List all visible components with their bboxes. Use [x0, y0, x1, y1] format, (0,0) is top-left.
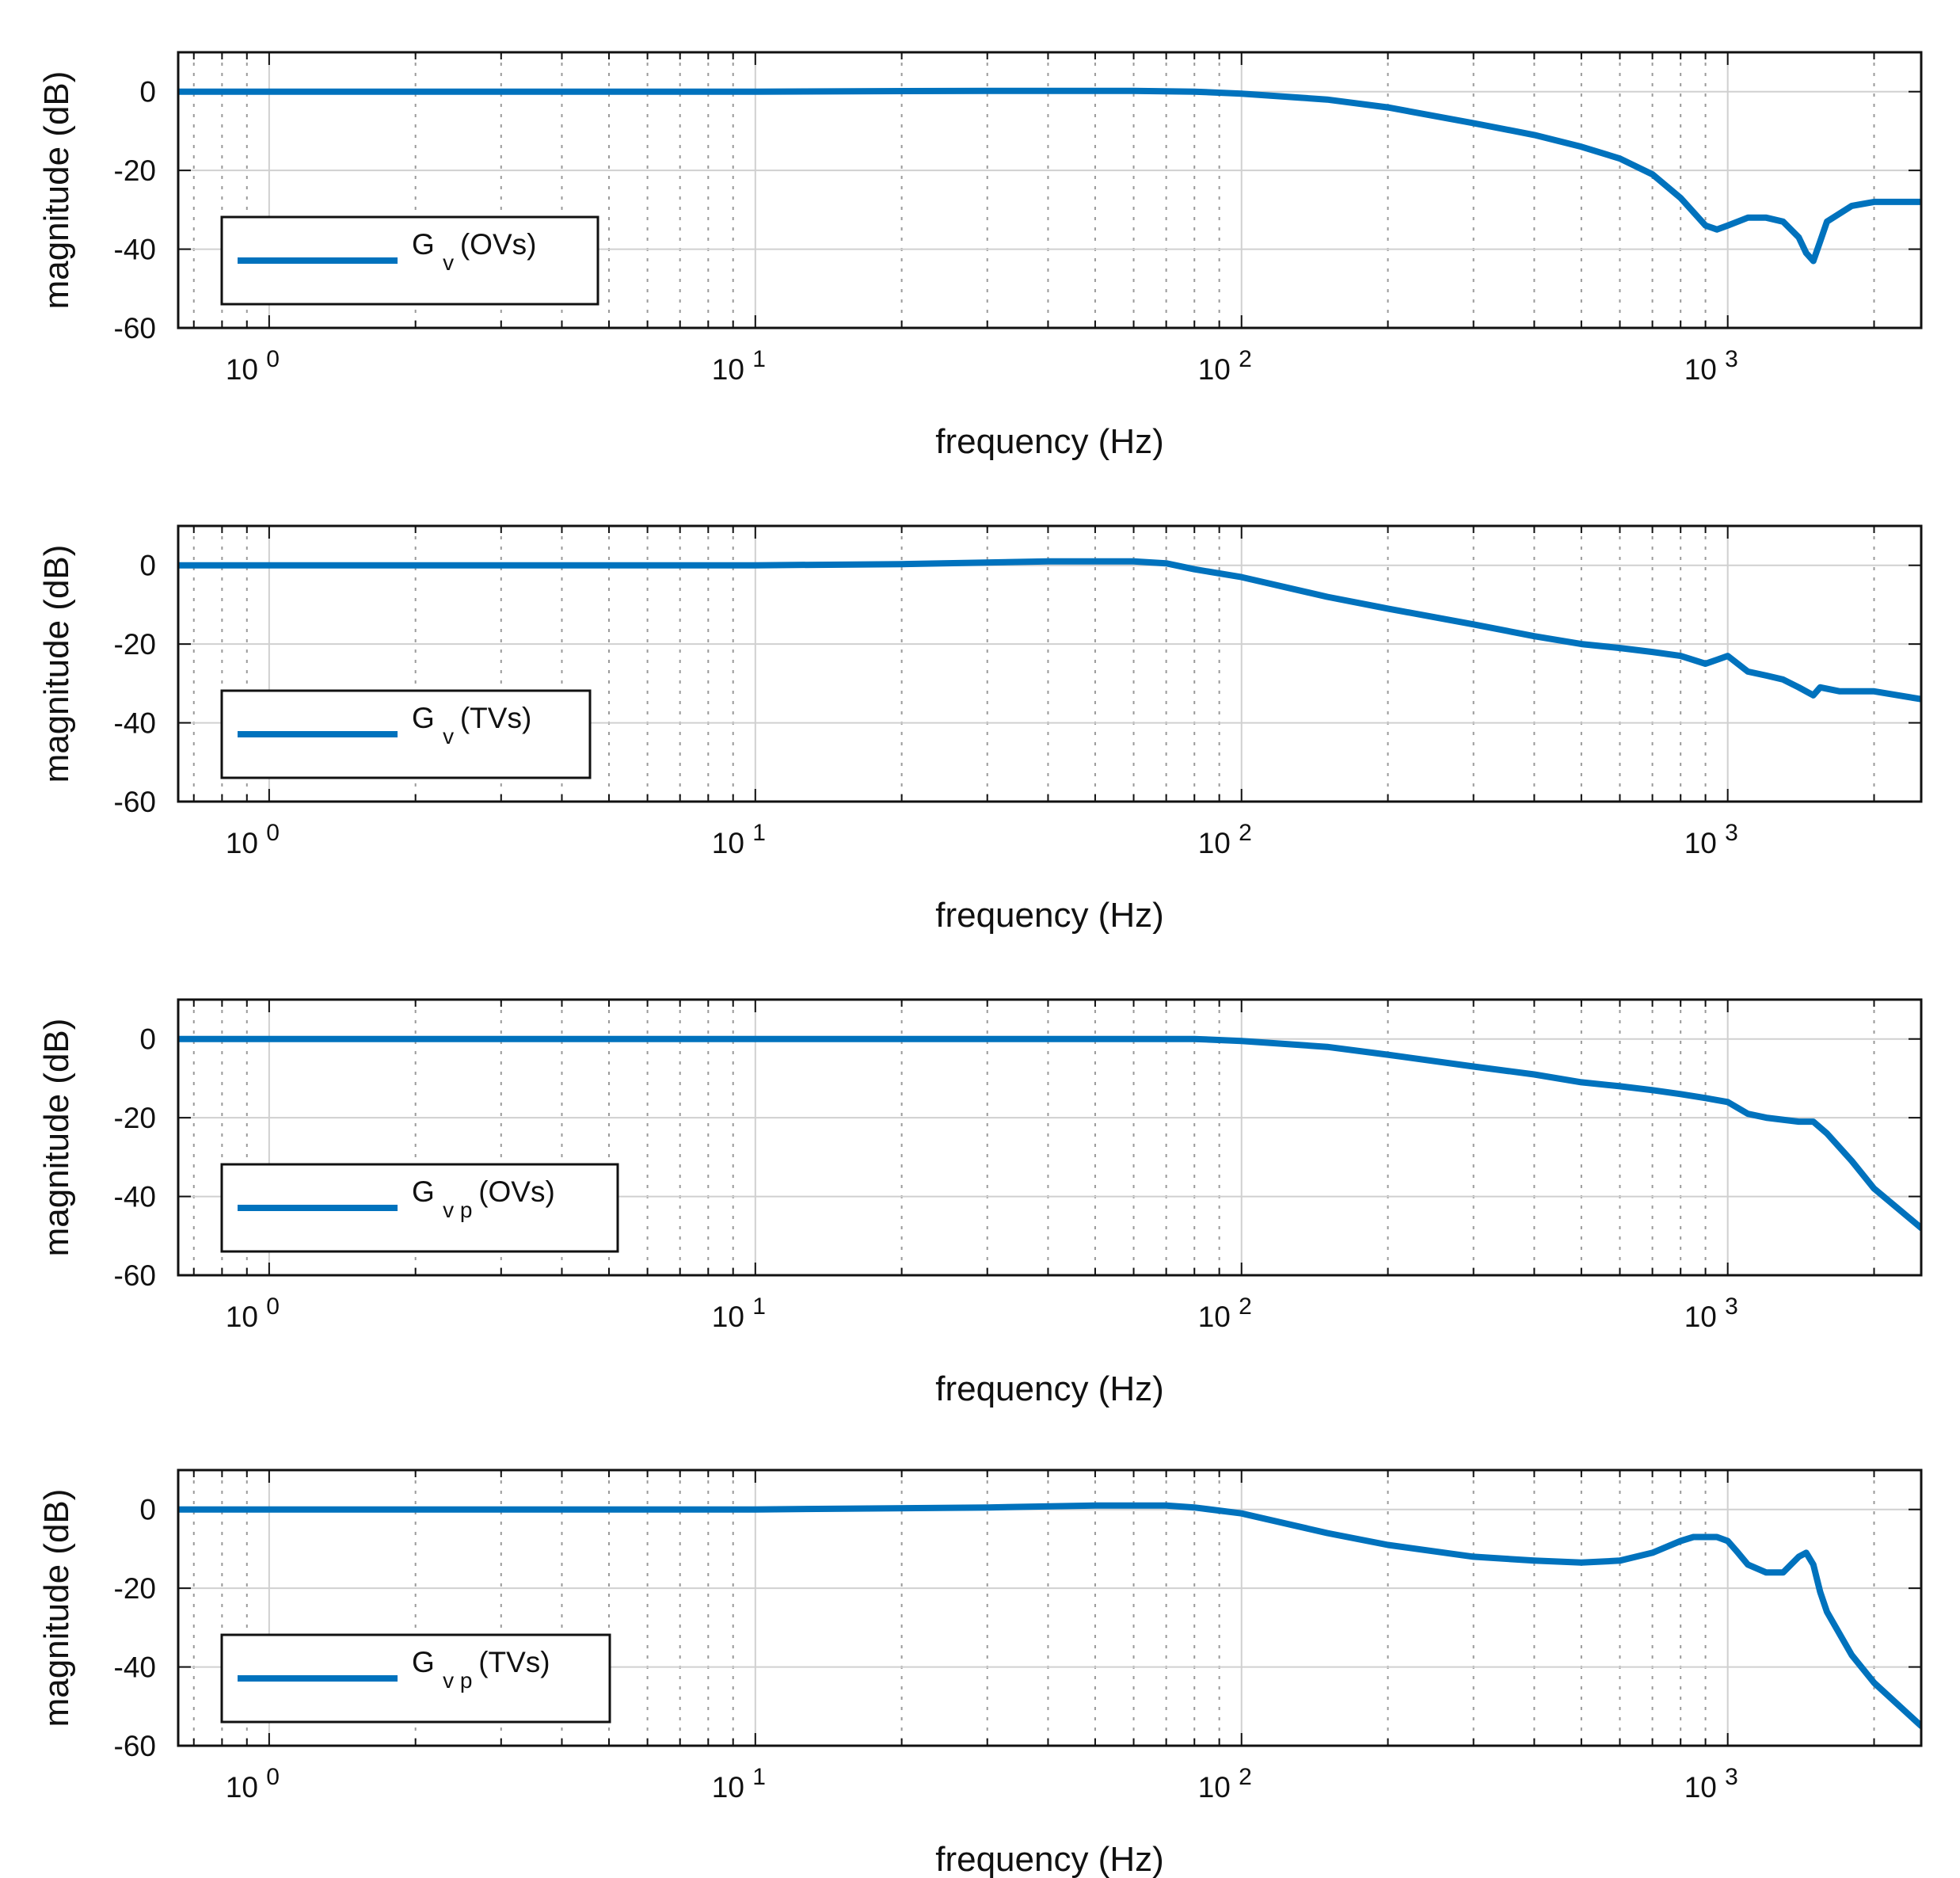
- panel-3: 0 -20 -40 -60 10 0 10 1 10 2 10 3 frequency (Hz)…: [37, 1000, 1921, 1408]
- x-tick-label: 10 3: [1684, 346, 1738, 386]
- x-tick-label: 10 2: [1198, 346, 1252, 386]
- y-tick-label: -40: [114, 1181, 156, 1213]
- panel-2: 0 -20 -40 -60 10 0 10 1 10 2 10 3 frequency (Hz)…: [37, 526, 1921, 935]
- panel-1: 0 -20 -40 -60 10 0 10 1 10 2 10 3 frequency (Hz)…: [37, 52, 1921, 461]
- x-tick-label: 10 1: [712, 346, 766, 386]
- y-tick-label: -60: [114, 1259, 156, 1292]
- y-tick-label: 0: [139, 550, 156, 582]
- y-axis-label: magnitude (dB): [37, 1489, 76, 1728]
- x-tick-label: 10 1: [712, 1293, 766, 1333]
- x-tick-label: 10 1: [712, 820, 766, 859]
- x-tick-label: 10 0: [226, 346, 280, 386]
- x-tick-label: 10 0: [226, 1293, 280, 1333]
- y-tick-label: -20: [114, 154, 156, 187]
- y-tick-label: 0: [139, 1023, 156, 1056]
- legend: G v (TVs): [222, 691, 590, 778]
- y-tick-label: -40: [114, 234, 156, 266]
- x-tick-label: 10 3: [1684, 1293, 1738, 1333]
- x-tick-label: 10 0: [226, 1764, 280, 1804]
- y-tick-label: -60: [114, 1730, 156, 1762]
- y-tick-label: -60: [114, 312, 156, 345]
- legend: G v (OVs): [222, 217, 598, 304]
- series-line-1: [178, 562, 1921, 699]
- y-tick-label: 0: [139, 76, 156, 109]
- x-tick-label: 10 3: [1684, 820, 1738, 859]
- x-tick-label: 10 2: [1198, 1293, 1252, 1333]
- y-tick-label: 0: [139, 1494, 156, 1526]
- x-tick-label: 10 1: [712, 1764, 766, 1804]
- x-axis-label: frequency (Hz): [935, 1840, 1164, 1878]
- y-axis-label: magnitude (dB): [37, 1019, 76, 1257]
- panel-4: 0 -20 -40 -60 10 0 10 1 10 2 10 3 frequency (Hz)…: [37, 1470, 1921, 1878]
- y-tick-label: -20: [114, 1572, 156, 1605]
- y-axis-label: magnitude (dB): [37, 545, 76, 783]
- y-tick-label: -20: [114, 1102, 156, 1134]
- figure: 0 -20 -40 -60 10 0 10 1 10 2 10 3 frequency (Hz)…: [0, 0, 1960, 1878]
- legend: G v p (OVs): [222, 1164, 618, 1251]
- x-axis-label: frequency (Hz): [935, 896, 1164, 935]
- x-tick-label: 10 2: [1198, 1764, 1252, 1804]
- x-tick-label: 10 2: [1198, 820, 1252, 859]
- x-tick-label: 10 3: [1684, 1764, 1738, 1804]
- y-tick-label: -60: [114, 786, 156, 818]
- y-tick-label: -20: [114, 628, 156, 661]
- legend: G v p (TVs): [222, 1635, 610, 1722]
- y-axis-label: magnitude (dB): [37, 71, 76, 310]
- y-tick-label: -40: [114, 1651, 156, 1684]
- x-axis-label: frequency (Hz): [935, 422, 1164, 461]
- x-tick-label: 10 0: [226, 820, 280, 859]
- x-axis-label: frequency (Hz): [935, 1369, 1164, 1408]
- y-tick-label: -40: [114, 707, 156, 740]
